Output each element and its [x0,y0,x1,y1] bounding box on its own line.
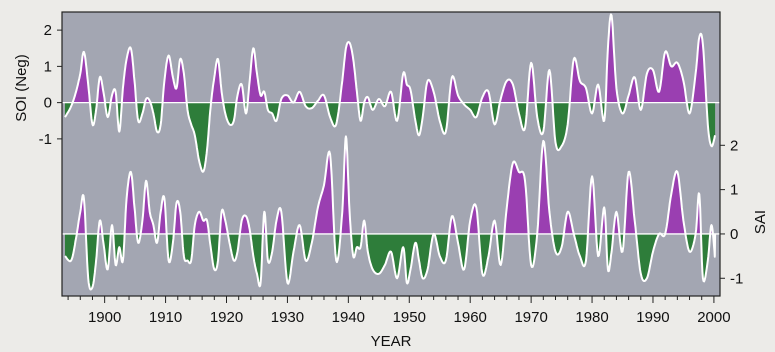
panel-1-positive-area-41 [527,62,536,103]
x-tick-label-9: 1990 [636,309,669,326]
panel-1-negative-area-12 [186,102,211,172]
panel-2-positive-area-7 [124,171,137,234]
panel-1-negative-area-32 [412,102,425,136]
panel-1-y-tick-label-1: 0 [44,95,52,112]
x-tick-label-10: 2000 [697,309,730,326]
panel-2-y-tick-label-2: 1 [730,182,738,199]
x-tick-label-2: 1920 [210,309,243,326]
plot-area-frame [61,11,721,297]
x-tick-label-1: 1910 [149,309,182,326]
panel-2-negative-area-30 [351,233,363,258]
panel-1-y-tick-label-2: 1 [44,58,52,75]
axis-layer: -1 0 1 2 -1 0 1 2 1900 1910 1920 1930 1940 1950 1960 19… [39,22,744,326]
panel-2-positive-area-15 [193,211,209,234]
x-tick-label-7: 1970 [514,309,547,326]
x-tick-label-5: 1950 [393,309,426,326]
panel-1-negative-area-38 [490,102,500,125]
panel-2-negative-area-34 [433,233,450,264]
panel-1-negative-area-14 [223,102,237,125]
panel-2-negative-area-20 [250,233,263,287]
panel-2-y-tick-label-0: -1 [730,270,743,287]
panel-2-negative-area-0 [65,233,77,262]
panel-2-negative-area-60 [701,233,711,282]
panel-2-negative-area-46 [573,233,588,267]
x-tick-label-4: 1940 [332,309,365,326]
panel-2-positive-area-27 [313,151,335,234]
y-axis-title-soi: SOI (Neg) [13,54,30,122]
panel-1-positive-area-11 [162,55,187,103]
y-axis-title-sai: SAI [752,210,769,234]
x-tick-label-6: 1960 [454,309,487,326]
panel-2-negative-area-40 [496,233,505,265]
panel-2-y-tick-label-3: 2 [730,137,738,154]
x-tick-label-3: 1930 [271,309,304,326]
panel-1-series-line [64,13,717,173]
panel-1-negative-area-50 [618,102,627,114]
panel-2-series-line [64,135,717,291]
x-tick-label-8: 1980 [575,309,608,326]
panel-1-positive-area-13 [211,58,224,103]
panel-1-y-tick-label-0: -1 [39,131,52,148]
panel-2-negative-area-54 [636,233,660,281]
panel-1-positive-area-23 [339,42,358,103]
panel-2-y-tick-label-1: 0 [730,226,738,243]
x-axis-title: YEAR [371,333,412,350]
panel-1-negative-area-34 [436,102,449,134]
panel-1-y-tick-label-3: 2 [44,22,52,39]
series-layer [62,13,720,291]
panel-1-negative-area-44 [552,102,570,151]
panel-1-negative-area-56 [706,102,716,147]
panel-2-positive-area-47 [587,176,597,234]
panel-1-positive-area-43 [546,70,553,103]
x-tick-label-0: 1900 [88,309,121,326]
panel-2-positive-area-57 [665,171,686,234]
